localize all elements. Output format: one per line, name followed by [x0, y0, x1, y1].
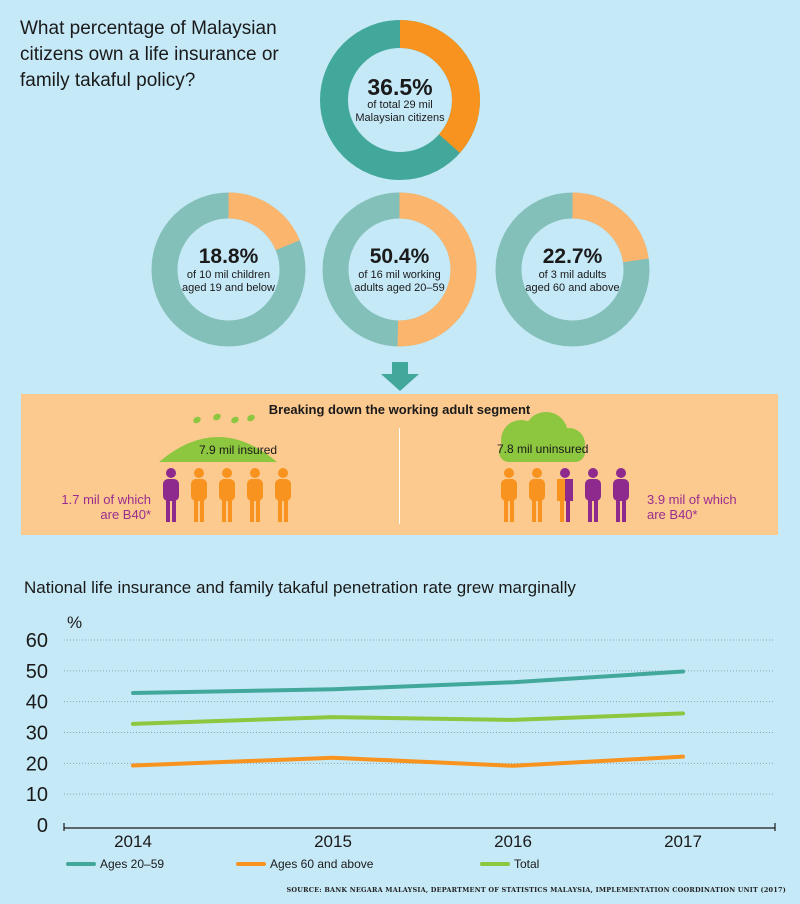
person-icon [219, 468, 235, 522]
person-icon [275, 468, 291, 522]
donut-percent: 22.7% [542, 244, 603, 268]
donut-ring [320, 20, 480, 180]
x-tick-label: 2016 [494, 832, 532, 850]
person-icon [529, 468, 545, 522]
legend-item: Ages 20–59 [66, 857, 164, 871]
legend-label: Ages 60 and above [270, 857, 374, 871]
series-line [131, 669, 685, 695]
person-icon [163, 468, 179, 522]
uninsured-label: 7.8 mil uninsured [497, 442, 589, 456]
donut-desc-line1: of 3 mil adults [538, 268, 607, 281]
donut-ring-share [151, 192, 306, 347]
donut-ring [151, 192, 306, 347]
donut-desc-line2: adults aged 20–59 [354, 281, 445, 294]
donut-desc-line2: aged 19 and below [182, 281, 275, 294]
arrow-down-icon [381, 362, 419, 391]
y-tick-label: 40 [26, 692, 48, 714]
y-tick-label: 50 [26, 661, 48, 683]
donut-desc-line1: of total 29 mil [367, 99, 433, 111]
person-icon [613, 468, 629, 522]
donut-desc-line1: of 10 mil children [186, 268, 271, 281]
legend-swatch [480, 862, 510, 866]
insured-b40-line2: are B40* [100, 507, 151, 522]
person-icon [585, 468, 601, 522]
x-tick-label: 2017 [664, 832, 702, 850]
person-icon [557, 468, 573, 522]
uninsured-b40-line1: 3.9 mil of which [647, 492, 737, 507]
line-chart: 0 10 20 30 40 50 60% 2014 2015 2016 2017 [26, 613, 776, 850]
insured-b40-note: 1.7 mil of which are B40* [57, 492, 151, 522]
uninsured-b40-note: 3.9 mil of which are B40* [647, 492, 737, 522]
cloud-icon [499, 412, 585, 462]
y-tick-label: 60 [26, 630, 48, 652]
uninsured-people [501, 468, 629, 522]
y-tick-label: 0 [37, 815, 48, 837]
uninsured-b40-line2: are B40* [647, 507, 698, 522]
donut-working-adults: 50.4% of 16 mil working adults aged 20–5… [322, 192, 477, 347]
y-tick-label: 10 [26, 784, 48, 806]
donut-children: 18.8% of 10 mil children aged 19 and bel… [151, 192, 306, 347]
working-adult-breakdown: Breaking down the working adult segment … [21, 394, 778, 535]
y-axis-label: % [67, 613, 82, 632]
donut-ring [495, 192, 650, 347]
person-icon [501, 468, 517, 522]
donut-ring [322, 192, 477, 347]
donut-percent: 50.4% [369, 244, 430, 268]
donut-total-citizens: 36.5% of total 29 mil Malaysian citizens [320, 20, 480, 180]
line-chart-title: National life insurance and family takaf… [24, 578, 576, 597]
insured-people [163, 468, 291, 522]
source-note: SOURCE: BANK NEGARA MALAYSIA, DEPARTMENT… [286, 886, 786, 894]
donut-percent: 36.5% [367, 74, 433, 100]
legend-swatch [66, 862, 96, 866]
legend-item: Ages 60 and above [236, 857, 373, 871]
y-tick-label: 20 [26, 753, 48, 775]
insured-label: 7.9 mil insured [199, 443, 278, 457]
x-tick-label: 2014 [114, 832, 152, 850]
breakdown-title: Breaking down the working adult segment [268, 402, 531, 417]
question-heading: What percentage of Malaysian citizens ow… [20, 18, 279, 91]
donut-desc-line1: of 16 mil working [358, 268, 441, 281]
umbrella-icon [159, 413, 277, 462]
y-tick-label: 30 [26, 723, 48, 745]
donut-ring-share [320, 20, 480, 180]
legend-swatch [236, 862, 266, 866]
donut-percent: 18.8% [198, 244, 259, 268]
donut-desc-line2: aged 60 and above [525, 281, 620, 294]
series-line [131, 754, 685, 768]
legend-item: Total [480, 857, 539, 871]
series-line [131, 711, 685, 726]
legend-label: Ages 20–59 [100, 857, 165, 871]
legend-label: Total [514, 857, 540, 871]
donut-ring-share [322, 192, 477, 347]
person-icon [247, 468, 263, 522]
donut-older-adults: 22.7% of 3 mil adults aged 60 and above [495, 192, 650, 347]
divider [399, 428, 400, 524]
donut-desc-line2: Malaysian citizens [355, 112, 445, 124]
x-tick-label: 2015 [314, 832, 352, 850]
insured-b40-line1: 1.7 mil of which [61, 492, 151, 507]
person-icon [191, 468, 207, 522]
donut-ring-share [495, 192, 650, 347]
